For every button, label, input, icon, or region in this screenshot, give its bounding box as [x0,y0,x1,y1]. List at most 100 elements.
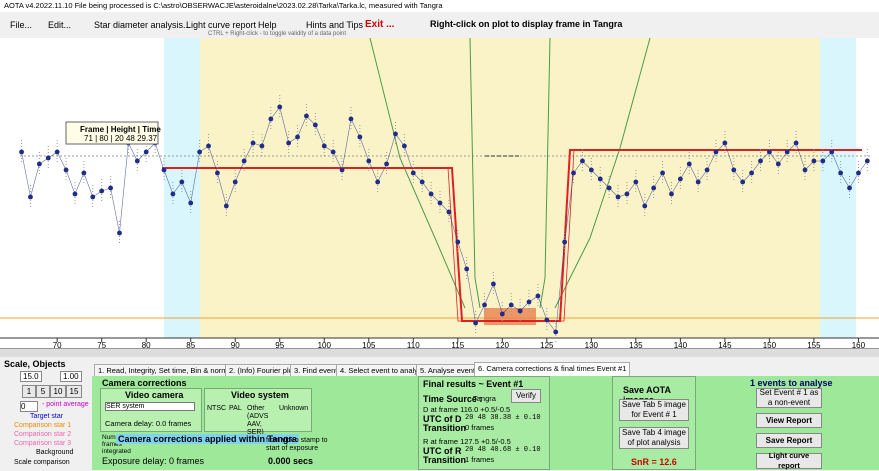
data-point [223,203,229,209]
button[interactable]: Save Tab 5 image for Event # 1 [619,399,689,421]
data-point [99,188,105,194]
x-tick-label: 120 [496,341,510,348]
value: 1 frames [465,455,495,464]
x-tick-label: 85 [186,341,195,348]
button[interactable]: 15 [66,385,82,398]
value: D at frame 116.0 +0.5/-0.5 [423,405,511,414]
button[interactable]: 10 [50,385,66,398]
event-region [200,38,820,338]
average-select[interactable]: 0 [20,401,38,412]
data-point [526,299,532,305]
data-point [811,158,817,164]
menu-bar: File... Edit... Star diameter analysis..… [0,12,879,38]
data-point [624,191,630,197]
scale-input[interactable]: 15.0 [20,371,42,382]
data-point [669,191,674,197]
radio[interactable]: PAL [229,405,242,412]
menu-item[interactable]: File... [10,20,33,30]
x-tick-label: 155 [807,341,821,348]
label: from video stamp to start of exposure [266,437,328,452]
data-point [571,170,576,176]
button[interactable]: View Report [756,413,822,428]
x-tick-label: 125 [540,341,554,348]
radio[interactable]: NTSC [207,405,227,412]
fit-line [539,38,551,309]
label: Camera delay: 0.0 frames [105,419,192,428]
tooltip [65,121,159,145]
data-point [437,200,443,206]
object-label: Comparison star 2 [14,431,72,438]
data-point [295,134,300,140]
data-point [161,167,167,173]
menu-item[interactable]: Hints and Tips [306,20,364,30]
data-point [856,170,861,176]
camera-select[interactable]: SER system [105,402,195,411]
results-group: Final results ~ Event #1 Time Source : T… [418,376,550,470]
object-label: Background [36,449,74,456]
button[interactable]: Set Event # 1 as a non-event [756,388,822,408]
tab-content: Camera corrections Video camera SER syst… [92,376,879,470]
button[interactable]: 5 [36,385,50,398]
fit-line [469,38,481,309]
average-label: - point average [42,401,89,408]
button[interactable]: 1 [22,385,36,398]
data-point [304,113,309,119]
label: Time Source : [423,394,483,404]
menu-item[interactable]: Help [258,20,277,30]
button[interactable]: Save Tab 4 image of plot analysis [619,427,689,449]
data-point [722,140,728,146]
data-point [553,329,559,335]
data-point [330,149,336,155]
x-tick-label: 95 [275,341,284,348]
factor-input[interactable]: 1.00 [60,371,82,382]
menu-hint: Right-click on plot to display frame in … [430,19,623,29]
fit-line [554,38,651,309]
menu-item[interactable]: Light curve report [186,20,257,30]
snr: SnR = 12.6 [631,457,677,467]
x-tick-label: 75 [97,341,106,348]
menu-item[interactable]: Star diameter analysis... [94,20,191,30]
plot[interactable]: 70 75 80 85 90 95 100 105 110 115 120 125 130 135 140 1… [0,38,879,348]
object-label: Comparison star 1 [14,422,72,429]
data-point [90,194,96,200]
value: R at frame 127.5 +0.5/-0.5 [423,437,511,446]
group-title: Final results ~ Event #1 [423,379,524,389]
label: Video camera [125,390,184,400]
button[interactable]: Save Report [756,433,822,448]
data-point [410,170,416,176]
radio[interactable]: Unknown [279,405,309,412]
fit-line [369,38,466,309]
data-point [802,167,808,173]
value: Tangra [473,394,496,403]
label: Exposure delay: 0 frames [102,456,205,466]
data-point [464,266,470,272]
x-tick-label: 150 [763,341,777,348]
data-point [455,239,461,245]
tab-active[interactable]: 6. Camera corrections & final times Even… [474,362,631,377]
verify-button[interactable]: Verify [511,389,541,403]
radio[interactable]: Other (ADVS AAV, SER) [247,405,269,436]
data-point [81,170,87,176]
group-title: Camera corrections [102,378,187,388]
data-point [286,140,292,146]
menu-item[interactable]: Exit ... [365,19,395,30]
data-point [428,191,434,197]
data-point [704,167,710,173]
menu-item[interactable]: Edit... [48,20,72,30]
button[interactable]: Light curve report [756,451,822,470]
data-point [108,185,113,191]
data-point [740,179,746,185]
label: UTC of R [423,446,462,456]
data-point [28,194,33,200]
data-point [864,158,870,164]
data-point [339,167,345,173]
data-point [232,179,238,185]
data-point [321,143,327,149]
scrollbar[interactable] [0,348,879,357]
data-point [197,149,203,155]
data-point [215,170,220,176]
data-point [517,308,523,314]
label: UTC of D [423,414,462,424]
data-point [134,158,140,164]
